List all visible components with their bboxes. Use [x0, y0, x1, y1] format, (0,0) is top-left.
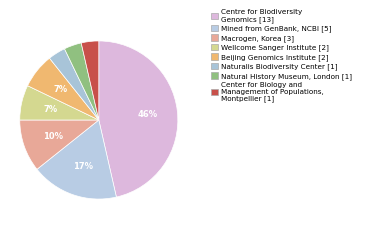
Wedge shape [20, 86, 99, 120]
Wedge shape [49, 49, 99, 120]
Text: 46%: 46% [138, 110, 158, 119]
Text: 7%: 7% [54, 85, 68, 94]
Legend: Centre for Biodiversity
Genomics [13], Mined from GenBank, NCBI [5], Macrogen, K: Centre for Biodiversity Genomics [13], M… [211, 9, 352, 102]
Wedge shape [28, 58, 99, 120]
Text: 17%: 17% [73, 162, 93, 171]
Wedge shape [81, 41, 99, 120]
Text: 10%: 10% [43, 132, 63, 141]
Wedge shape [20, 120, 99, 169]
Text: 7%: 7% [44, 105, 58, 114]
Wedge shape [37, 120, 116, 199]
Wedge shape [99, 41, 178, 197]
Wedge shape [65, 43, 99, 120]
